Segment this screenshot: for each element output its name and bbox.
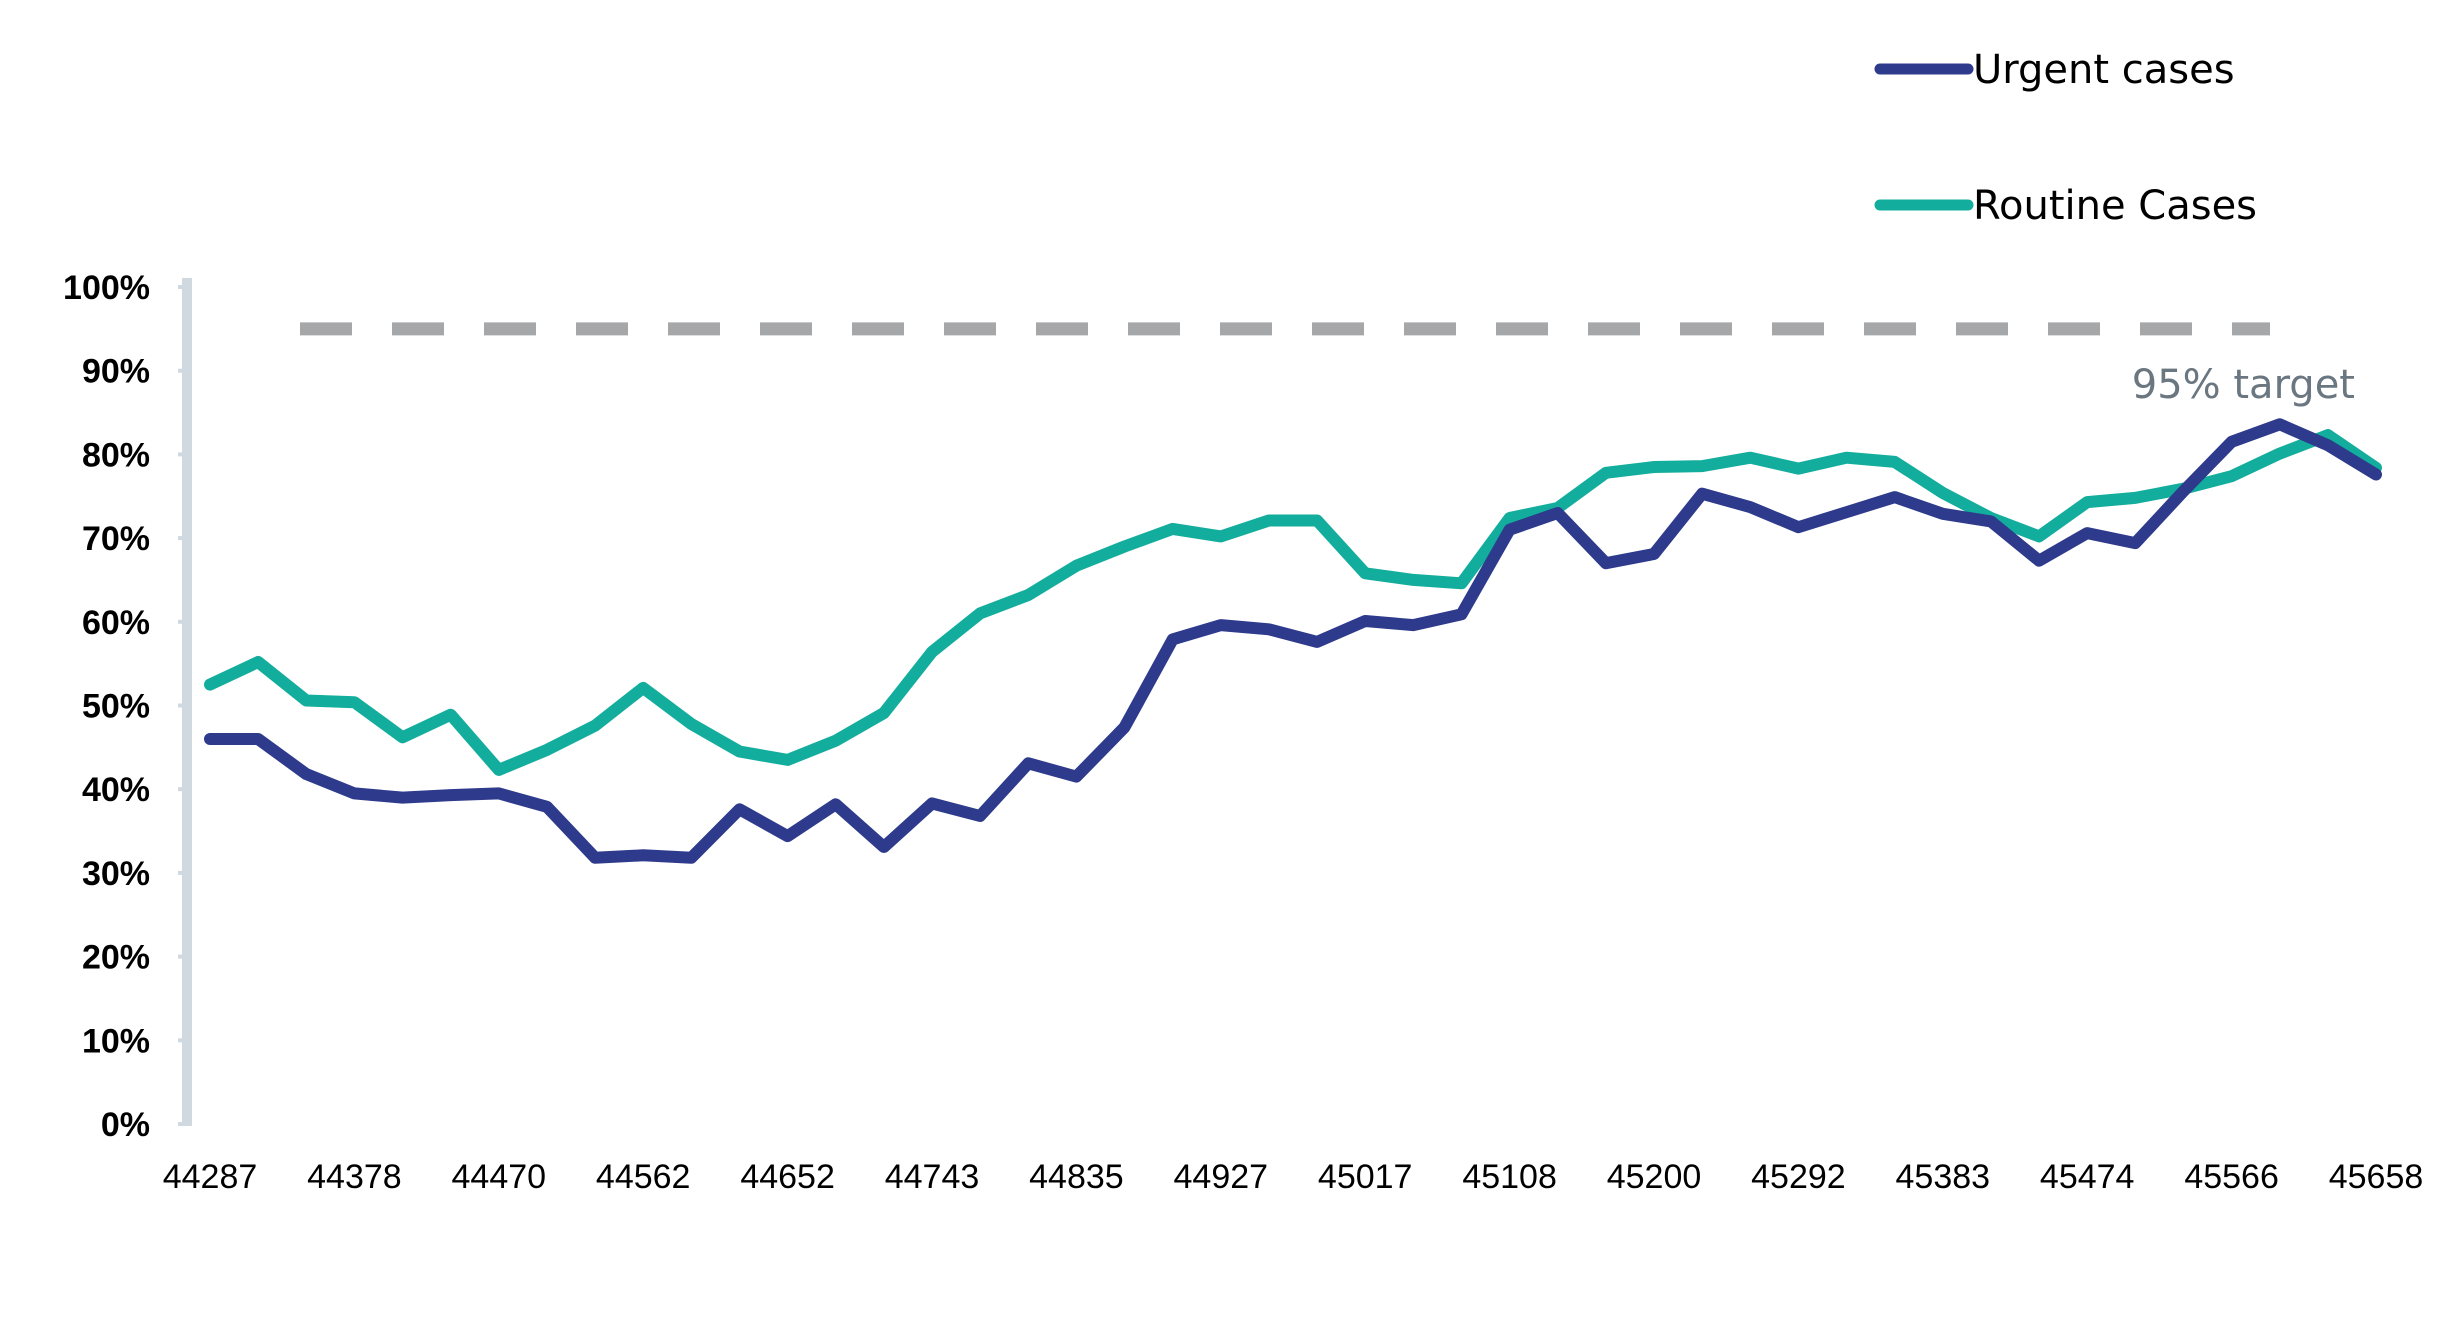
- y-tick-label: 10%: [82, 1022, 150, 1060]
- y-tick-label: 0%: [101, 1106, 150, 1144]
- x-tick-label: 44927: [1174, 1158, 1269, 1196]
- y-tick-label: 40%: [82, 771, 150, 809]
- target-label: 95% target: [2132, 362, 2355, 408]
- x-tick-label: 45017: [1318, 1158, 1413, 1196]
- target-line-group: 95% target: [300, 322, 2355, 408]
- series-line-urgent: [204, 418, 2382, 864]
- y-tick-label: 20%: [82, 939, 150, 977]
- x-tick-label: 45474: [2040, 1158, 2135, 1196]
- legend-item-routine: Routine Cases: [1874, 183, 2257, 229]
- x-tick-label: 45108: [1462, 1158, 1557, 1196]
- legend-item-urgent: Urgent cases: [1874, 47, 2235, 93]
- x-tick-label: 45292: [1751, 1158, 1846, 1196]
- y-tick-label: 90%: [82, 353, 150, 391]
- x-tick-label: 44835: [1029, 1158, 1124, 1196]
- x-tick-label: 44652: [740, 1158, 835, 1196]
- x-tick-label: 44470: [452, 1158, 547, 1196]
- y-tick-label: 70%: [82, 520, 150, 558]
- y-tick-label: 100%: [63, 269, 150, 307]
- x-axis: 44287 44378 44470 44562 44652 44743 44835 44927…: [163, 1158, 2424, 1196]
- x-tick-label: 44743: [885, 1158, 980, 1196]
- y-tick-label: 30%: [82, 855, 150, 893]
- x-tick-label: 45383: [1896, 1158, 1991, 1196]
- series-line-routine: [204, 429, 2382, 776]
- x-tick-label: 44287: [163, 1158, 258, 1196]
- y-tick-label: 60%: [82, 604, 150, 642]
- legend-label-urgent: Urgent cases: [1973, 47, 2235, 93]
- x-tick-label: 45658: [2329, 1158, 2424, 1196]
- legend-label-routine: Routine Cases: [1973, 183, 2257, 229]
- x-tick-label: 45566: [2184, 1158, 2279, 1196]
- series-lines: [204, 418, 2382, 864]
- y-axis: 0% 10% 20% 30% 40% 50% 60% 70% 80% 90% 100%: [63, 269, 192, 1144]
- x-tick-label: 44378: [307, 1158, 402, 1196]
- y-tick-label: 80%: [82, 436, 150, 474]
- x-tick-label: 44562: [596, 1158, 691, 1196]
- legend: Urgent cases Routine Cases: [1874, 47, 2257, 229]
- x-tick-label: 45200: [1607, 1158, 1702, 1196]
- y-tick-label: 50%: [82, 688, 150, 726]
